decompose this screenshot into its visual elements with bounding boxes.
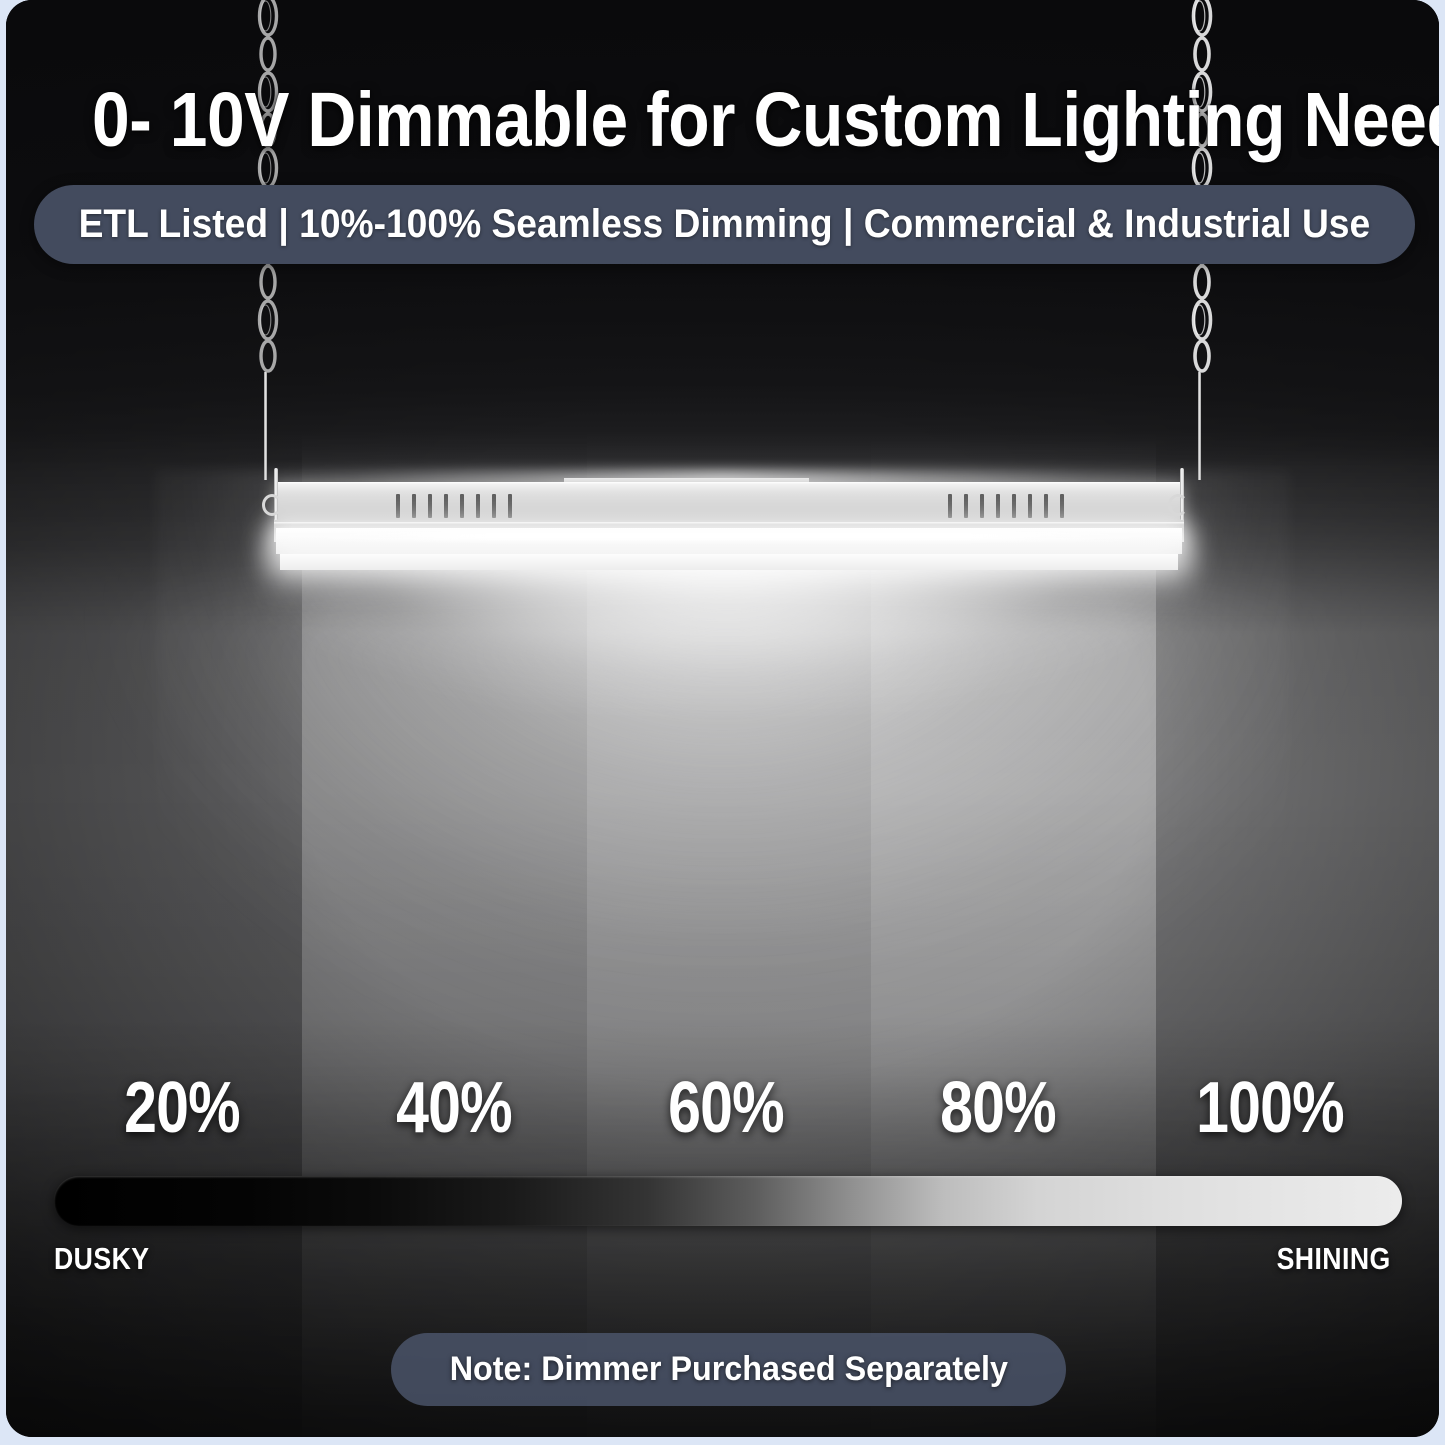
note-badge-text: Note: Dimmer Purchased Separately — [449, 1350, 1008, 1388]
slider-label-dusky: DUSKY — [54, 1241, 150, 1276]
brightness-gradient-bar[interactable] — [54, 1176, 1402, 1226]
feature-badge-bar: ETL Listed | 10%-100% Seamless Dimming |… — [34, 185, 1415, 264]
dimming-label-60: 60% — [668, 1068, 785, 1148]
chain-drop-rod-right — [1198, 372, 1201, 480]
page-title: 0- 10V Dimmable for Custom Lighting Need… — [91, 77, 1439, 163]
image-card: 0- 10V Dimmable for Custom Lighting Need… — [6, 0, 1439, 1437]
dimming-label-80: 80% — [940, 1068, 1057, 1148]
hanger-bracket-right — [1168, 468, 1188, 526]
slider-label-shining: SHINING — [1276, 1241, 1391, 1276]
dimming-label-40: 40% — [396, 1068, 513, 1148]
dimming-label-100: 100% — [1196, 1068, 1345, 1148]
led-linear-fixture — [262, 468, 1194, 580]
fixture-center-tab — [564, 478, 809, 485]
fixture-lens-lower — [280, 554, 1178, 570]
vent-slots-right — [948, 494, 1064, 518]
slider-endpoint-labels: DUSKY SHINING — [54, 1238, 1391, 1280]
vent-slots-left — [396, 494, 512, 518]
feature-badge-text: ETL Listed | 10%-100% Seamless Dimming |… — [78, 202, 1371, 246]
chain-drop-rod-left — [264, 372, 267, 480]
fixture-seam — [274, 522, 1184, 525]
hanger-bracket-left — [262, 468, 282, 526]
lens-highlight — [294, 532, 1164, 541]
dimming-label-20: 20% — [124, 1068, 241, 1148]
dimming-percent-row: 20% 40% 60% 80% 100% — [46, 1062, 1406, 1154]
note-badge: Note: Dimmer Purchased Separately — [391, 1333, 1066, 1406]
